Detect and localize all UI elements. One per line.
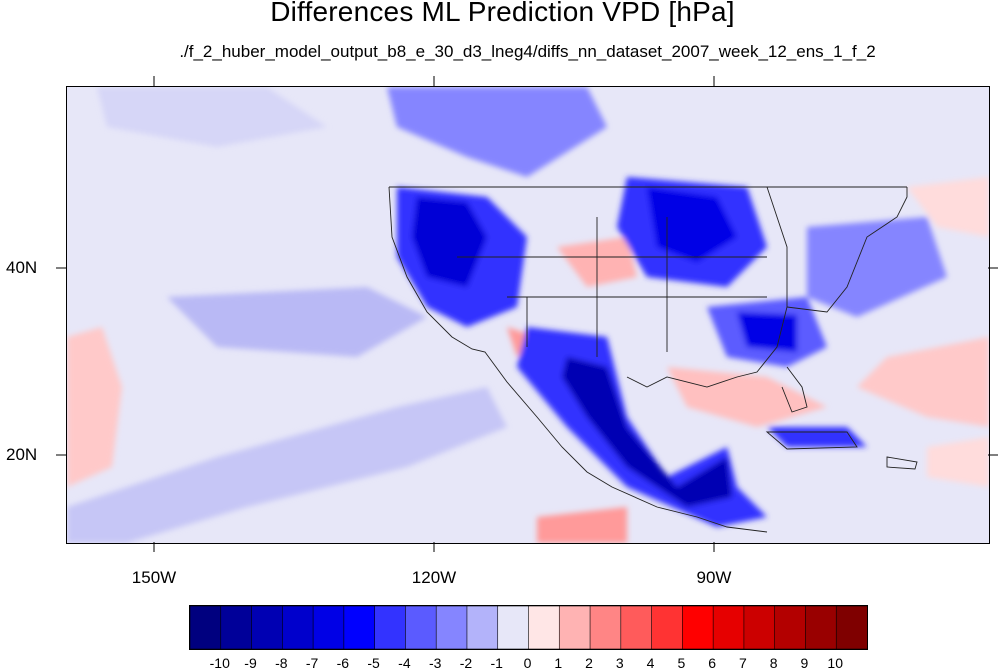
colorbar-level-label: -6 [336, 655, 350, 671]
colorbar-level-label: 10 [827, 655, 844, 671]
colorbar-swatch [805, 606, 838, 649]
colorbar-swatch [589, 606, 622, 649]
colorbar-level-label: -2 [459, 655, 473, 671]
positive-anomaly-region [667, 367, 827, 427]
colorbar-swatch [220, 606, 253, 649]
positive-anomaly-region [927, 437, 989, 487]
colorbar-level-label: 1 [554, 655, 563, 671]
colorbar-level-label: -8 [275, 655, 288, 671]
negative-anomaly-region [737, 312, 797, 352]
lat-tick-label: 40N [6, 258, 38, 277]
negative-anomaly-region [562, 357, 732, 507]
colorbar-level-label: -9 [244, 655, 257, 671]
colorbar-swatch [528, 606, 561, 649]
negative-anomaly-region [97, 87, 327, 147]
map-subtitle: ./f_2_huber_model_output_b8_e_30_d3_lneg… [179, 42, 876, 61]
negative-anomaly-region [67, 387, 507, 543]
colorbar-level-label: 3 [615, 655, 624, 671]
colorbar-level-label: 5 [677, 655, 686, 671]
colorbar-level-label: 8 [769, 655, 778, 671]
negative-anomaly-region [767, 427, 867, 447]
colorbar-swatch [251, 606, 284, 649]
negative-anomaly-region [167, 287, 427, 357]
lon-tick-label: 150W [131, 568, 177, 587]
colorbar-swatch [435, 606, 468, 649]
colorbar-level-label: -1 [490, 655, 503, 671]
colorbar-swatch [312, 606, 345, 649]
colorbar-level-label: 4 [646, 655, 655, 671]
colorbar-swatch [190, 606, 222, 649]
colorbar-level-label: -4 [398, 655, 411, 671]
colorbar-swatch [374, 606, 407, 649]
colorbar-swatch [466, 606, 499, 649]
colorbar-level-label: 2 [585, 655, 593, 671]
colorbar-swatch [620, 606, 653, 649]
lat-tick-label: 20N [6, 445, 38, 464]
colorbar-level-label: 7 [739, 655, 747, 671]
colorbar-level-label: 9 [800, 655, 809, 671]
negative-anomaly-region [412, 197, 487, 287]
colorbar-swatch [405, 606, 437, 649]
colorbar-level-label: 6 [708, 655, 717, 671]
colorbar-level-label: -7 [305, 655, 319, 671]
lon-tick-label: 120W [411, 568, 457, 587]
colorbar [189, 605, 868, 650]
positive-anomaly-region [907, 177, 989, 237]
colorbar-swatch [774, 606, 807, 649]
negative-anomaly-region [807, 217, 947, 317]
negative-anomaly-region [647, 187, 737, 262]
positive-anomaly-region [67, 327, 122, 487]
coastlines [388, 186, 918, 533]
colorbar-swatch [682, 606, 714, 649]
map-title: Differences ML Prediction VPD [hPa] [270, 0, 735, 27]
colorbar-level-label: -10 [209, 655, 230, 671]
lon-tick-label: 90W [696, 568, 732, 587]
colorbar-swatch [712, 606, 745, 649]
colorbar-swatch [743, 606, 776, 649]
colorbar-swatch [497, 606, 530, 649]
colorbar-level-label: -3 [428, 655, 442, 671]
negative-anomaly-region [387, 87, 607, 177]
colorbar-swatch [835, 606, 867, 649]
colorbar-level-label: 0 [523, 655, 532, 671]
colorbar-swatch [651, 606, 684, 649]
vpd-difference-field [67, 87, 989, 543]
colorbar-swatch [282, 606, 314, 649]
positive-anomaly-region [537, 507, 627, 543]
colorbar-swatch [558, 606, 591, 649]
positive-anomaly-region [857, 337, 989, 427]
map-panel [66, 86, 990, 544]
colorbar-level-label: -5 [367, 655, 380, 671]
colorbar-swatch [343, 606, 376, 649]
